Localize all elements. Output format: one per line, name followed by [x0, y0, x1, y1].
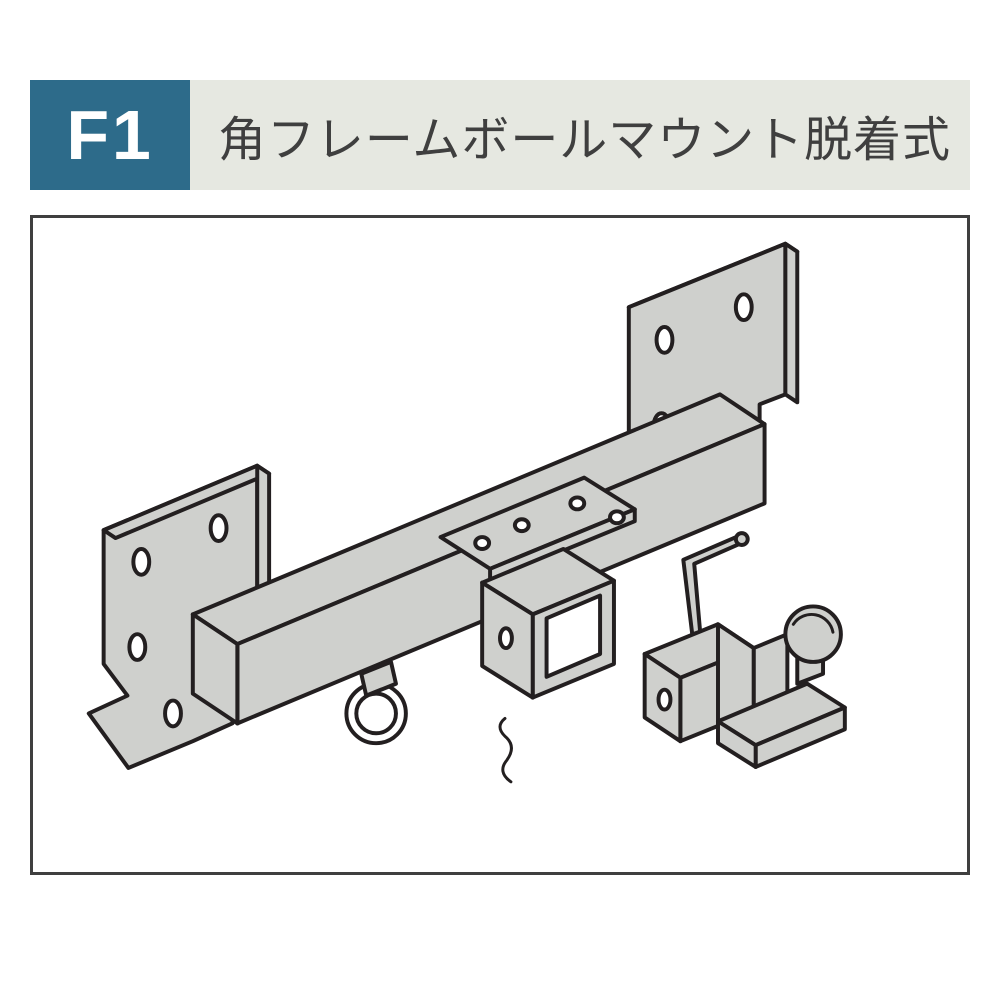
- figure-frame: [30, 215, 970, 875]
- title-text: 角フレームボールマウント脱着式: [218, 100, 951, 170]
- model-badge-text: F1: [66, 95, 153, 175]
- title-bar: 角フレームボールマウント脱着式: [190, 80, 970, 190]
- model-badge: F1: [30, 80, 190, 190]
- page: F1 角フレームボールマウント脱着式: [0, 0, 1000, 1000]
- header: F1 角フレームボールマウント脱着式: [30, 80, 970, 190]
- hitch-diagram: [33, 218, 967, 872]
